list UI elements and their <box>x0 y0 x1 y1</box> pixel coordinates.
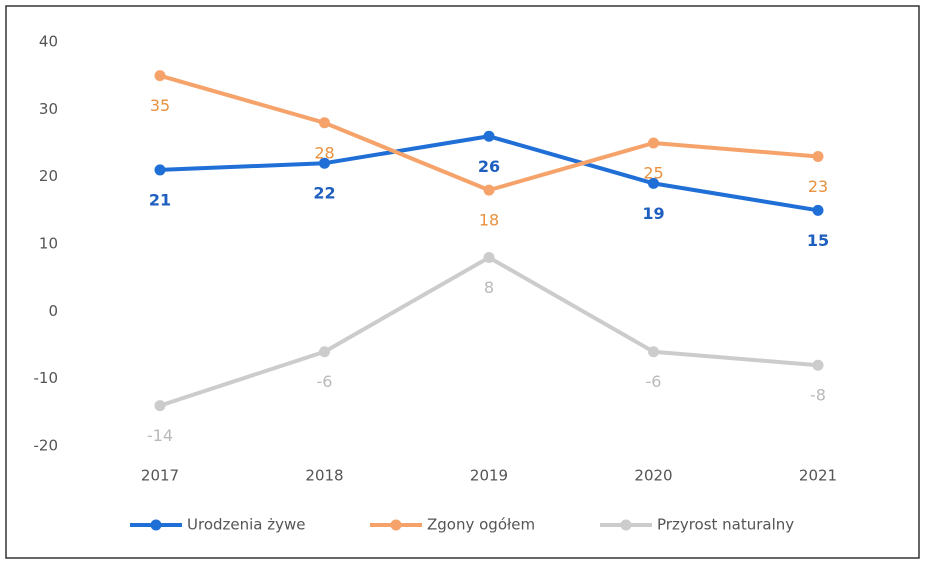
legend-marker <box>390 519 402 531</box>
data-label: -6 <box>646 372 662 391</box>
data-point <box>319 157 330 169</box>
data-label: 21 <box>149 190 171 209</box>
data-point <box>154 400 166 412</box>
y-tick-label: 0 <box>48 302 58 320</box>
y-tick-label: 40 <box>39 33 58 51</box>
data-point <box>483 251 495 263</box>
data-label: 25 <box>643 164 663 183</box>
x-tick-label: 2020 <box>634 467 672 485</box>
y-tick-label: 20 <box>39 167 58 185</box>
data-label: 28 <box>314 143 334 162</box>
data-point <box>483 130 495 142</box>
data-point <box>648 137 659 149</box>
data-label: 35 <box>150 96 170 115</box>
data-label: 15 <box>807 231 829 250</box>
data-point <box>319 117 330 129</box>
legend-label: Przyrost naturalny <box>657 516 794 534</box>
data-point <box>812 150 824 162</box>
y-tick-label: 10 <box>39 235 58 253</box>
data-label: 19 <box>642 204 664 223</box>
data-point <box>648 346 659 358</box>
data-point <box>319 346 330 358</box>
data-label: 26 <box>478 157 500 176</box>
data-point <box>483 184 495 196</box>
data-label: -14 <box>147 426 173 445</box>
data-point <box>648 177 659 189</box>
chart-frame <box>5 5 920 559</box>
data-point <box>812 204 824 216</box>
data-label: 23 <box>808 177 828 196</box>
x-tick-label: 2017 <box>141 467 179 485</box>
y-tick-label: 30 <box>39 100 58 118</box>
data-label: -6 <box>317 372 333 391</box>
data-point <box>812 359 824 371</box>
data-label: -8 <box>810 386 826 405</box>
data-point <box>154 70 166 82</box>
x-tick-label: 2021 <box>799 467 837 485</box>
legend-label: Urodzenia żywe <box>187 516 306 534</box>
legend-marker <box>620 519 632 531</box>
data-label: 8 <box>484 278 494 297</box>
data-point <box>154 164 166 176</box>
x-tick-label: 2019 <box>470 467 508 485</box>
legend-label: Zgony ogółem <box>427 516 535 534</box>
y-tick-label: -20 <box>34 437 59 455</box>
x-tick-label: 2018 <box>305 467 343 485</box>
data-label: 22 <box>313 184 335 203</box>
legend-marker <box>150 519 162 531</box>
data-label: 18 <box>479 211 499 230</box>
y-tick-label: -10 <box>34 369 59 387</box>
